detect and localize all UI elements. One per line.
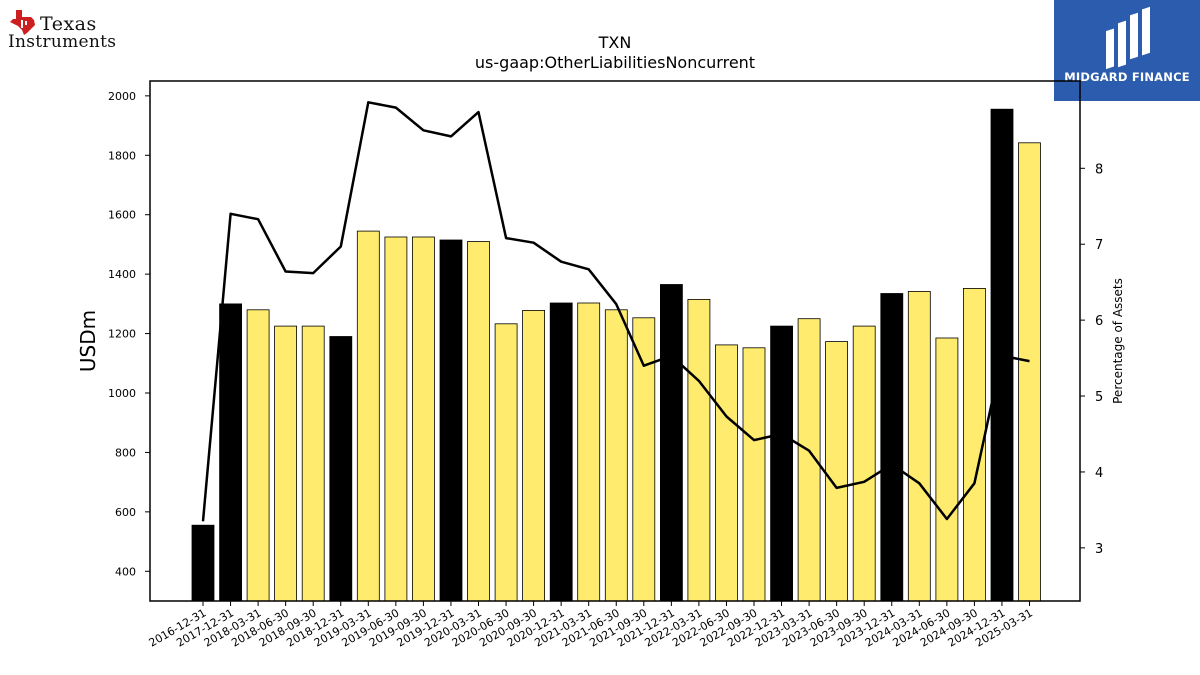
plot-frame bbox=[149, 80, 1081, 602]
bar-group bbox=[191, 108, 1041, 602]
bar-2022-06-30 bbox=[715, 344, 738, 602]
bar-2023-12-31 bbox=[880, 293, 904, 602]
bar-2023-09-30 bbox=[852, 325, 876, 602]
bar-2024-03-31 bbox=[907, 290, 931, 602]
bar-2019-03-31 bbox=[356, 230, 380, 602]
y-tick-label: 1400 bbox=[108, 268, 136, 281]
bar-2018-06-30 bbox=[274, 325, 298, 602]
bar-2022-03-31 bbox=[687, 298, 711, 602]
bar-2020-12-31 bbox=[549, 302, 573, 602]
midgard-emblem-icon bbox=[1106, 6, 1150, 70]
midgard-finance-wordmark: MIDGARD FINANCE bbox=[1064, 70, 1190, 84]
chart-subtitle: us-gaap:OtherLiabilitiesNoncurrent bbox=[475, 53, 755, 72]
midgard-finance-logo: MIDGARD FINANCE bbox=[1054, 0, 1200, 101]
y-tick-label: 2000 bbox=[108, 90, 136, 103]
y-tick-label: 600 bbox=[115, 506, 136, 519]
y-tick-label: 800 bbox=[115, 446, 136, 459]
bar-2021-03-31 bbox=[577, 302, 601, 602]
logo-line-2: Instruments bbox=[8, 32, 117, 52]
bar-2024-06-30 bbox=[935, 337, 959, 602]
y2-tick-label: 5 bbox=[1095, 390, 1103, 405]
chart-title: TXN bbox=[598, 33, 632, 52]
logo-line-1: Texas bbox=[40, 13, 97, 35]
bar-2017-12-31 bbox=[219, 303, 243, 602]
y2-tick-label: 6 bbox=[1095, 314, 1103, 329]
y-tick-label: 400 bbox=[115, 565, 136, 578]
y2-tick-label: 7 bbox=[1095, 238, 1103, 253]
bar-2023-06-30 bbox=[825, 341, 848, 602]
bar-2020-03-31 bbox=[467, 241, 490, 602]
y2-axis-label: Percentage of Assets bbox=[1111, 278, 1125, 404]
bar-2018-03-31 bbox=[246, 309, 270, 602]
bar-2021-12-31 bbox=[660, 284, 683, 602]
y2-tick-label: 3 bbox=[1095, 542, 1103, 557]
bar-2021-09-30 bbox=[632, 317, 656, 602]
right-axis: 3 4 5 6 7 8 bbox=[1080, 162, 1103, 557]
y-axis-label: USDm bbox=[76, 310, 100, 372]
bar-2018-12-31 bbox=[329, 336, 353, 602]
y-tick-label: 1200 bbox=[108, 328, 136, 341]
bar-2022-09-30 bbox=[742, 347, 766, 602]
y-tick-label: 1800 bbox=[108, 149, 136, 162]
bar-2019-09-30 bbox=[411, 236, 435, 602]
bar-2016-12-31 bbox=[191, 524, 215, 602]
bar-2018-09-30 bbox=[301, 325, 325, 602]
bar-2020-06-30 bbox=[494, 323, 518, 602]
bar-2019-06-30 bbox=[384, 236, 408, 602]
left-axis: 400 600 800 1000 1200 1400 1600 1800 2000 bbox=[108, 90, 150, 578]
texas-state-icon bbox=[10, 10, 35, 35]
texas-instruments-logo: Texas Instruments bbox=[6, 6, 138, 54]
y2-tick-label: 4 bbox=[1095, 466, 1103, 481]
percentage-of-assets-line bbox=[201, 101, 1030, 522]
x-axis: 2016-12-312017-12-312018-03-312018-06-30… bbox=[147, 601, 1035, 650]
bar-2020-09-30 bbox=[522, 309, 545, 602]
bar-2025-03-31 bbox=[1018, 142, 1041, 602]
y-tick-label: 1600 bbox=[108, 209, 136, 222]
line-group bbox=[201, 101, 1030, 522]
y-tick-label: 1000 bbox=[108, 387, 136, 400]
bar-2022-12-31 bbox=[770, 325, 793, 602]
y2-tick-label: 8 bbox=[1095, 162, 1103, 177]
bar-2019-12-31 bbox=[439, 239, 463, 602]
bar-2021-06-30 bbox=[604, 309, 628, 602]
